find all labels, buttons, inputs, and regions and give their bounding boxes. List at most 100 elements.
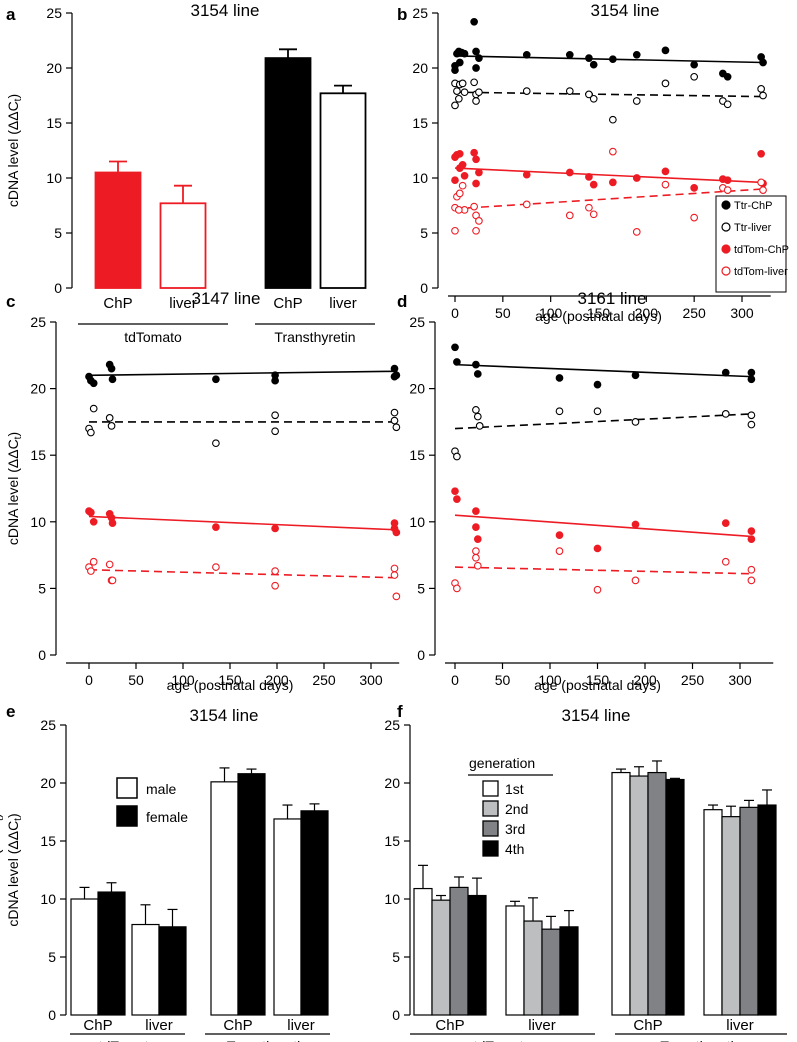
data-point (271, 524, 279, 533)
fit-line (454, 167, 764, 184)
chart-title: 3147 line (191, 289, 260, 308)
legend-label: male (146, 781, 177, 797)
data-point (271, 376, 279, 385)
x-tick-label: 250 (312, 672, 336, 688)
x-tick-label: 250 (682, 305, 706, 321)
y-tick-label: 20 (40, 775, 56, 791)
fit-line (88, 568, 397, 579)
x-tick-label: 150 (586, 672, 610, 688)
x-tick-label: 300 (730, 305, 754, 321)
data-point (690, 72, 699, 81)
data-point (470, 148, 478, 157)
data-point (458, 181, 467, 190)
data-point (453, 495, 461, 504)
y-tick-label: 25 (412, 5, 428, 21)
fit-line (88, 515, 397, 531)
category-label: liver (287, 1017, 315, 1034)
x-tick-label: 100 (539, 305, 563, 321)
panel-letter: e (6, 702, 15, 721)
chart-title: 3154 line (189, 706, 258, 725)
panel-letter: d (397, 292, 407, 311)
data-point (555, 531, 564, 539)
data-point (585, 54, 593, 62)
fit-line (454, 413, 752, 430)
data-point (473, 370, 482, 378)
legend-label: Ttr-ChP (734, 200, 773, 212)
data-point (453, 452, 461, 461)
x-tick-label: 0 (451, 672, 459, 688)
data-point (593, 544, 602, 553)
y-axis-label-subscript: t (13, 436, 24, 439)
y-tick-label: 10 (30, 514, 46, 530)
y-axis-label: cDNA level (ΔΔCt) (5, 94, 24, 207)
y-tick-label: 25 (46, 5, 62, 21)
bar (158, 926, 187, 1016)
category-label: liver (726, 1017, 754, 1034)
data-point (589, 180, 598, 189)
data-point (759, 186, 767, 194)
y-tick-label: 15 (412, 115, 428, 131)
category-label: ChP (83, 1017, 112, 1034)
data-point (585, 173, 593, 181)
data-point (555, 547, 564, 555)
y-tick-label: 10 (40, 891, 56, 907)
legend-swatch (116, 805, 138, 827)
data-point (661, 167, 670, 176)
y-axis-label-subscript: t (13, 818, 24, 821)
data-point (631, 520, 640, 529)
data-point (759, 58, 767, 67)
data-point (451, 66, 459, 75)
data-point (455, 189, 464, 198)
data-point (271, 581, 279, 590)
y-tick-label: 0 (38, 647, 46, 663)
x-tick-label: 0 (451, 305, 459, 321)
x-tick-label: 300 (728, 672, 752, 688)
y-tick-label: 0 (392, 1007, 400, 1023)
data-point (585, 90, 593, 99)
group-label: Transthyretin (227, 1038, 308, 1042)
x-axis-label: age (postnatal days) (535, 308, 662, 324)
data-point (87, 508, 95, 517)
y-tick-label: 0 (54, 280, 62, 296)
data-point (89, 557, 98, 566)
y-axis-label-main: cDNA level (ΔΔC (5, 101, 21, 207)
data-point (105, 414, 114, 422)
x-tick-label: 200 (265, 672, 289, 688)
y-axis-label-subscript: t (13, 98, 24, 101)
data-point (472, 406, 480, 414)
data-point (608, 115, 617, 124)
y-axis-label: cDNA level (ΔΔCt) (5, 432, 24, 545)
data-point (721, 368, 730, 377)
y-tick-label: 15 (384, 833, 400, 849)
data-point (747, 576, 756, 585)
data-point (723, 100, 732, 109)
bar (665, 778, 685, 1016)
data-point (632, 50, 641, 59)
bar (97, 891, 126, 1016)
y-tick-label: 5 (48, 949, 56, 965)
data-point (565, 168, 574, 177)
bar (159, 202, 207, 289)
bar (467, 894, 487, 1016)
data-point (747, 535, 756, 543)
data-point (472, 360, 480, 369)
x-tick-label: 50 (128, 672, 144, 688)
bar (94, 171, 142, 289)
data-point (451, 101, 459, 110)
panel-letter: f (397, 702, 403, 721)
legend-swatch (482, 840, 499, 857)
category-label: ChP (273, 295, 302, 312)
data-point (690, 213, 699, 222)
data-point (87, 428, 95, 437)
data-point (473, 535, 482, 543)
data-point (632, 174, 641, 182)
y-tick-label: 20 (384, 775, 400, 791)
legend-marker (721, 266, 731, 276)
bar (647, 771, 667, 1016)
x-tick-label: 150 (587, 305, 611, 321)
data-point (108, 519, 117, 527)
data-point (565, 211, 574, 220)
data-point (632, 228, 641, 236)
y-tick-label: 0 (417, 647, 425, 663)
